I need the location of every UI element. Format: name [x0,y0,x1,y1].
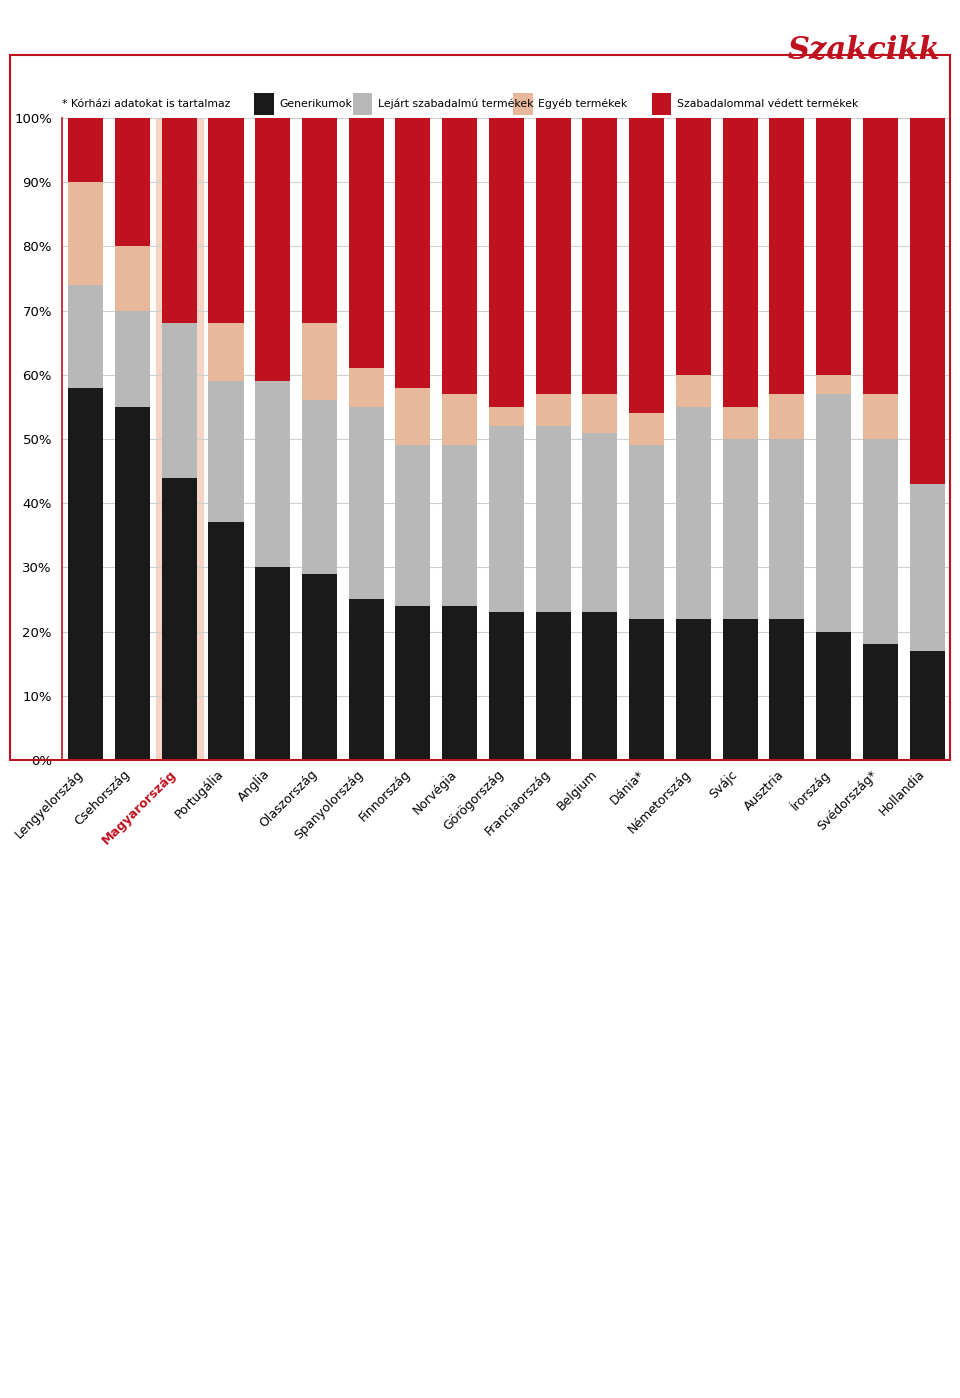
Bar [536,394,570,426]
Bar [156,117,203,761]
Bar [255,117,290,382]
Bar [629,619,664,761]
Bar [208,323,244,382]
Text: Szabadalommal védett termékek: Szabadalommal védett termékek [677,99,858,109]
Bar [909,117,945,484]
FancyBboxPatch shape [514,92,533,115]
Bar [68,117,104,182]
Bar [115,407,150,761]
Bar [723,619,757,761]
Bar [583,612,617,761]
Bar [863,117,898,394]
Bar [536,612,570,761]
Bar [255,382,290,568]
Bar [396,446,430,605]
Bar [302,117,337,323]
Bar [396,387,430,446]
Bar [769,439,804,619]
Bar [161,478,197,761]
Bar [863,394,898,439]
Bar [161,117,197,323]
Bar [769,619,804,761]
Bar [909,651,945,761]
Text: Egyéb termékek: Egyéb termékek [539,99,628,109]
Bar [348,407,384,600]
Bar [816,117,852,375]
Bar [348,600,384,761]
Bar [208,117,244,323]
Text: Lejárt szabadalmú termékek: Lejárt szabadalmú termékek [377,99,533,109]
Bar [443,394,477,446]
Bar [629,446,664,619]
Bar [676,619,710,761]
Bar [816,394,852,632]
Bar [161,323,197,478]
Text: 10. ábra. Az európai kiskereskedelmi piac megoszlása termékfajtánként, értékben : 10. ábra. Az európai kiskereskedelmi pia… [19,67,706,78]
Bar [863,439,898,644]
FancyBboxPatch shape [352,92,372,115]
Bar [489,612,524,761]
FancyBboxPatch shape [254,92,274,115]
Bar [396,117,430,387]
Bar [769,117,804,394]
Bar [723,407,757,439]
Text: Szakcikk: Szakcikk [788,35,941,66]
Bar [816,375,852,394]
Bar [583,394,617,432]
Bar [443,446,477,605]
Bar [676,407,710,619]
Bar [489,426,524,612]
Bar [208,523,244,761]
FancyBboxPatch shape [652,92,671,115]
Bar [536,117,570,394]
Bar [396,605,430,761]
Bar [909,484,945,651]
Bar [302,400,337,573]
Bar [676,117,710,375]
Text: * Kórházi adatokat is tartalmaz: * Kórházi adatokat is tartalmaz [62,99,230,109]
Bar [348,117,384,369]
Bar [443,605,477,761]
Bar [489,117,524,407]
Bar [255,568,290,761]
Bar [115,246,150,310]
Text: Generikumok: Generikumok [279,99,352,109]
Bar [489,407,524,426]
Bar [68,387,104,761]
Bar [68,285,104,387]
Bar [863,644,898,761]
Bar [816,632,852,761]
Bar [723,439,757,619]
Bar [583,117,617,394]
Bar [629,414,664,446]
Bar [676,375,710,407]
Bar [536,426,570,612]
Bar [769,394,804,439]
Bar [443,117,477,394]
Bar [629,117,664,414]
Bar [208,382,244,523]
Bar [583,432,617,612]
Bar [302,323,337,400]
Bar [68,182,104,285]
Bar [723,117,757,407]
Bar [115,117,150,246]
Bar [302,573,337,761]
Bar [348,369,384,407]
Bar [115,310,150,407]
